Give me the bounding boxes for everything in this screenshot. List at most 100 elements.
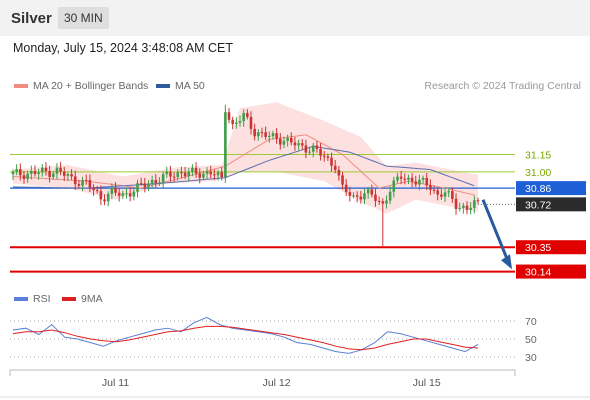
rsi-tick-50: 50 [525, 334, 537, 346]
candle-body [213, 174, 216, 176]
candle-body [66, 174, 70, 176]
candle-body [110, 187, 114, 194]
x-tick-label: Jul 11 [102, 377, 129, 389]
rsi-legend-swatch [14, 297, 28, 301]
candle-body [59, 167, 62, 172]
ma20-legend-swatch [14, 84, 28, 88]
ma50-legend-swatch [156, 84, 170, 88]
candle-body [359, 196, 363, 200]
candle-body [363, 193, 366, 200]
candle-body [333, 165, 337, 170]
research-credit: Research © 2024 Trading Central [424, 80, 581, 92]
candle-body [326, 156, 330, 158]
candle-body [209, 171, 213, 175]
rsi-ma-legend-label: 9MA [81, 293, 103, 305]
candle-body [264, 132, 267, 137]
candle-body [95, 190, 99, 192]
candle-body [381, 201, 385, 204]
candle-body [458, 207, 461, 209]
candle-body [432, 189, 436, 191]
ma20-legend-label: MA 20 + Bollinger Bands [33, 80, 149, 92]
candle-body [92, 187, 95, 191]
candle-body [473, 200, 476, 208]
level-label-30.35: 30.35 [525, 242, 551, 254]
candle-body [267, 136, 271, 138]
candle-body [198, 173, 202, 178]
candle-body [315, 145, 319, 149]
candle-body [238, 121, 242, 123]
candle-body [139, 183, 143, 185]
candle-body [22, 175, 26, 179]
candle-body [216, 172, 220, 176]
candle-body [88, 180, 92, 188]
candle-body [235, 122, 238, 124]
level-tag-30.86 [516, 181, 586, 196]
forecast-arrow-shaft [481, 199, 510, 262]
candle-body [169, 171, 172, 177]
candle-body [183, 172, 187, 177]
candle-body [352, 195, 355, 197]
candle-body [469, 207, 472, 210]
candle-body [191, 167, 194, 172]
candle-body [132, 191, 136, 197]
candle-body [311, 145, 315, 152]
candle-body [48, 171, 51, 177]
candle-body [227, 112, 231, 120]
rsi-ma-legend-swatch [62, 297, 76, 301]
timeframe-badge[interactable]: 30 MIN [58, 7, 109, 29]
level-label-30.72: 30.72 [525, 199, 551, 211]
ma50-legend-label: MA 50 [175, 80, 205, 92]
candle-body [231, 119, 234, 124]
candle-body [37, 172, 40, 174]
candle-body [447, 191, 451, 193]
candle-body [330, 157, 333, 166]
forecast-arrow-head [501, 254, 512, 270]
candle-body [300, 143, 304, 146]
candle-body [114, 187, 117, 193]
instrument-title: Silver [11, 10, 52, 27]
level-tag-30.72 [516, 197, 586, 212]
candle-body [128, 193, 132, 197]
candle-body [348, 192, 352, 196]
candle-body [106, 193, 110, 202]
header-bar: Silver 30 MIN [0, 0, 590, 36]
candle-body [392, 180, 396, 192]
candle-body [403, 178, 407, 180]
rsi-ma-line [12, 325, 479, 351]
candle-body [410, 177, 414, 182]
candle-body [84, 180, 88, 182]
candle-body [462, 205, 465, 208]
candle-body [407, 177, 410, 180]
candle-body [187, 171, 191, 177]
candle-body [154, 179, 158, 184]
candle-body [70, 174, 73, 177]
level-label-31.00: 31.00 [525, 167, 551, 179]
candle-body [366, 189, 370, 194]
candle-body [436, 190, 440, 195]
candle-body [205, 171, 209, 174]
level-tag-30.14 [516, 264, 586, 279]
candle-body [293, 142, 297, 146]
candle-body [165, 171, 169, 175]
candle-body [282, 140, 286, 145]
candle-body [355, 195, 359, 197]
candle-body [51, 173, 55, 177]
rsi-line [12, 316, 479, 354]
timestamp: Monday, July 15, 2024 3:48:08 AM CET [13, 41, 234, 55]
candle-body [26, 173, 29, 179]
candle-body [202, 173, 205, 178]
candle-body [425, 177, 429, 186]
candle-body [121, 193, 125, 196]
candle-body [337, 169, 341, 176]
candle-body [454, 198, 458, 209]
level-label-30.86: 30.86 [525, 183, 551, 195]
candle-body [55, 167, 59, 174]
candle-body [81, 180, 84, 186]
candle-body [136, 183, 139, 192]
candle-body [322, 155, 326, 157]
candle-body [414, 181, 418, 185]
candle-body [172, 176, 176, 178]
candle-body [158, 182, 161, 184]
